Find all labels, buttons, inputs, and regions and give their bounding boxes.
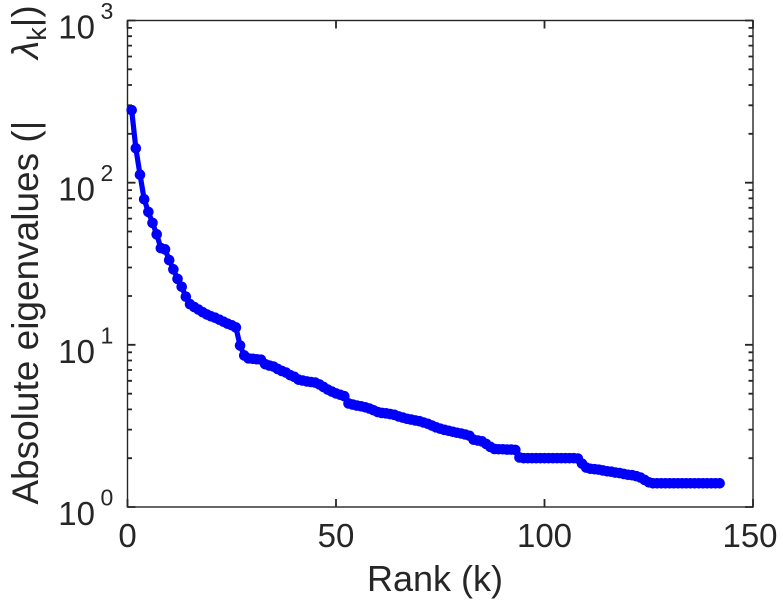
svg-text:1: 1 [101,322,114,348]
svg-text:2: 2 [101,160,114,186]
svg-text:3: 3 [101,0,114,24]
svg-text:0: 0 [101,485,114,511]
svg-text:100: 100 [517,517,572,554]
svg-text:10: 10 [58,333,95,370]
svg-text:Absolute eigenvalues (| λ: Absolute eigenvalues (| λk|) [5,5,52,504]
svg-text:10: 10 [58,495,95,532]
svg-text:150: 150 [722,517,777,554]
svg-text:0: 0 [118,517,136,554]
svg-text:10: 10 [58,171,95,208]
svg-text:10: 10 [58,9,95,46]
svg-text:50: 50 [318,517,355,554]
svg-text:Rank (k): Rank (k) [367,558,503,599]
